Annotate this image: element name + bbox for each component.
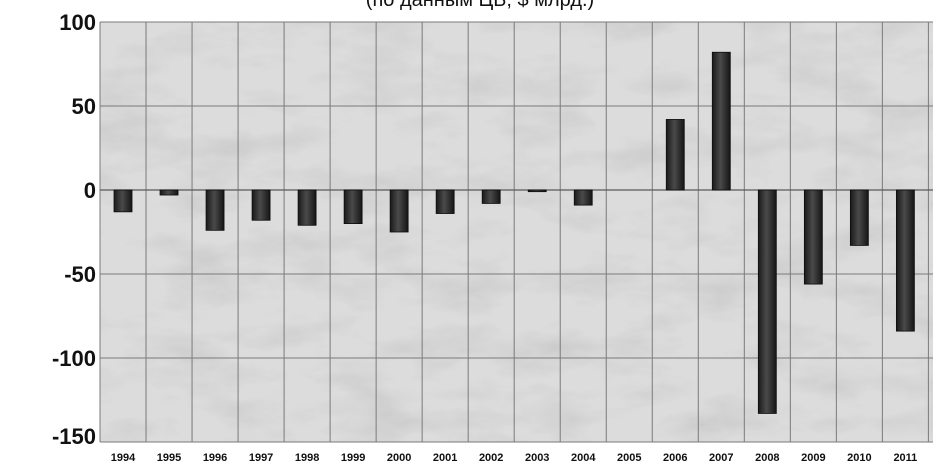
x-tick-label: 2004 xyxy=(571,452,596,464)
x-tick-label: 2005 xyxy=(617,452,641,464)
y-tick-label: -50 xyxy=(64,262,96,287)
x-tick-label: 2006 xyxy=(663,452,687,464)
bar-2007 xyxy=(711,51,731,191)
y-axis-tick-labels: 100 50 0 -50 -100 -150 xyxy=(52,10,96,449)
bar-1996 xyxy=(205,189,225,231)
bar-1995 xyxy=(159,189,179,196)
x-tick-label: 2003 xyxy=(525,452,549,464)
bar-2000 xyxy=(389,189,409,233)
x-tick-label: 2007 xyxy=(709,452,733,464)
x-tick-label: 1996 xyxy=(203,452,227,464)
x-tick-label: 2001 xyxy=(433,452,457,464)
plot-area xyxy=(99,21,933,443)
bar-2011 xyxy=(895,189,915,332)
bar-1999 xyxy=(343,189,363,224)
x-tick-label: 2002 xyxy=(479,452,503,464)
x-tick-label: 2009 xyxy=(801,452,825,464)
x-tick-label: 1998 xyxy=(295,452,319,464)
y-tick-label: -100 xyxy=(52,346,96,371)
x-tick-label: 1995 xyxy=(157,452,181,464)
x-tick-label: 1999 xyxy=(341,452,365,464)
y-tick-label: 50 xyxy=(72,94,96,119)
bar-2004 xyxy=(573,189,593,206)
bar-2003 xyxy=(527,189,547,193)
x-axis-tick-labels: 1994 1995 1996 1997 1998 1999 2000 2001 2002 2003… xyxy=(111,452,918,464)
bar-2002 xyxy=(481,189,501,204)
x-tick-label: 2011 xyxy=(893,452,917,464)
gridlines xyxy=(99,21,933,443)
bars xyxy=(113,51,915,414)
bar-1998 xyxy=(297,189,317,226)
bar-2006 xyxy=(665,119,685,191)
bar-2010 xyxy=(849,189,869,246)
bar-1997 xyxy=(251,189,271,221)
y-tick-label: -150 xyxy=(52,424,96,449)
bar-1994 xyxy=(113,189,133,213)
x-tick-label: 2010 xyxy=(847,452,871,464)
x-tick-label: 1994 xyxy=(111,452,136,464)
y-tick-label: 0 xyxy=(84,178,96,203)
chart-title: (по данным ЦБ, $ млрд.) xyxy=(366,0,594,11)
bar-2001 xyxy=(435,189,455,214)
bar-2009 xyxy=(803,189,823,285)
x-tick-label: 2000 xyxy=(387,452,411,464)
plot-texture xyxy=(100,22,933,442)
x-tick-label: 1997 xyxy=(249,452,273,464)
y-tick-label: 100 xyxy=(59,10,96,35)
bar-2008 xyxy=(757,189,777,414)
x-tick-label: 2008 xyxy=(755,452,779,464)
